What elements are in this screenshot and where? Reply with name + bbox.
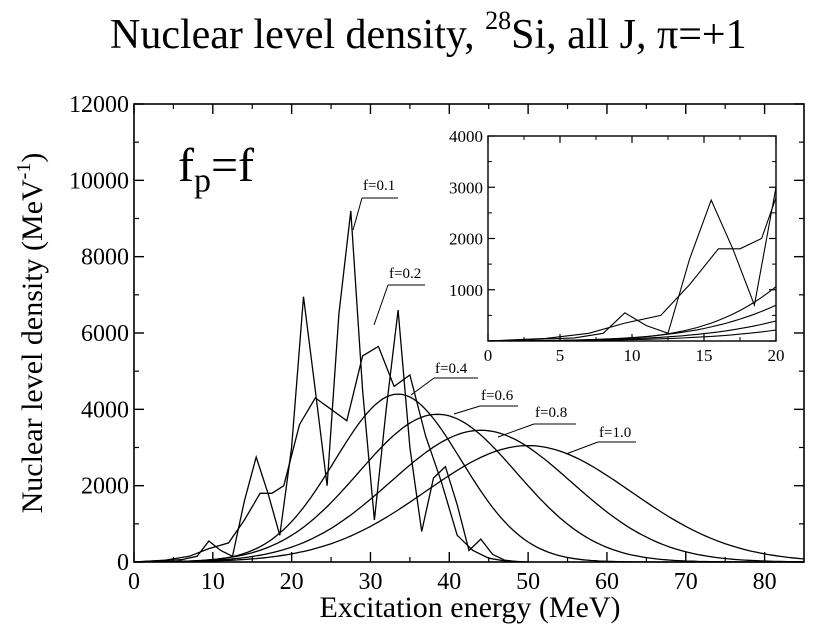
main-curve-labels: f=0.1 f=0.2 f=0.4 f=0.6 f=0.8 f=1.0 bbox=[352, 178, 636, 455]
y-tick-label: 6000 bbox=[81, 321, 129, 347]
inset-x-tick-label: 20 bbox=[768, 346, 785, 365]
inset-x-tick-label: 10 bbox=[624, 346, 641, 365]
inset-y-tick-label: 3000 bbox=[449, 178, 483, 197]
x-tick-label: 80 bbox=[753, 569, 777, 595]
inset-series-line-f=1.0 bbox=[488, 329, 777, 342]
x-tick-label: 20 bbox=[280, 569, 304, 595]
y-tick-label: 10000 bbox=[69, 168, 129, 194]
series-line-f=0.4 bbox=[134, 393, 804, 563]
curve-label: f=0.6 bbox=[481, 388, 514, 404]
y-tick-label: 12000 bbox=[69, 92, 129, 118]
x-tick-label: 50 bbox=[516, 569, 540, 595]
y-axis-label: Nuclear level density (MeV-1) bbox=[13, 153, 49, 514]
series-line-f=0.6 bbox=[134, 413, 804, 563]
inset-y-tick-label: 1000 bbox=[449, 281, 483, 300]
inset-series-group bbox=[487, 187, 777, 342]
chart-title: Nuclear level density, 28Si, all J, π=+1 bbox=[110, 6, 747, 58]
y-tick-label: 0 bbox=[117, 550, 129, 576]
series-line-f=1.0 bbox=[134, 444, 805, 563]
curve-label: f=1.0 bbox=[599, 425, 631, 441]
y-tick-label: 2000 bbox=[81, 474, 129, 500]
inset-x-tick-label: 5 bbox=[556, 346, 565, 365]
inset-plot-frame bbox=[487, 135, 777, 342]
series-line-f=0.8 bbox=[134, 429, 805, 563]
curve-label: f=0.2 bbox=[389, 266, 421, 282]
inset-x-tick-label: 15 bbox=[696, 346, 713, 365]
fp-equals-f-annotation: fp=f bbox=[178, 139, 255, 200]
y-tick-label: 8000 bbox=[81, 245, 129, 271]
x-tick-label: 60 bbox=[595, 569, 619, 595]
curve-label-leader bbox=[565, 441, 599, 455]
x-tick-label: 70 bbox=[674, 569, 698, 595]
inset-y-tick-label: 4000 bbox=[449, 127, 483, 146]
curve-label-leader bbox=[453, 405, 481, 415]
curve-label: f=0.8 bbox=[535, 405, 567, 421]
inset-axis-ticks: 0 5 10 15 20 1000 2000 3000 4000 bbox=[449, 127, 785, 365]
inset-x-tick-label: 0 bbox=[484, 346, 493, 365]
inset-y-tick-label: 2000 bbox=[449, 230, 483, 249]
curve-label-leader bbox=[352, 197, 363, 231]
main-axis-ticks: 0 10 20 30 40 50 60 70 8002000400060008000100001… bbox=[69, 92, 804, 595]
y-tick-label: 4000 bbox=[81, 397, 129, 423]
series-line-f=0.2 bbox=[133, 345, 529, 563]
main-series-group bbox=[133, 210, 805, 563]
inset-series-line-f=0.2 bbox=[487, 197, 777, 342]
curve-label-leader bbox=[373, 284, 389, 326]
x-tick-label: 40 bbox=[437, 569, 461, 595]
series-line-f=0.1 bbox=[133, 210, 521, 563]
curve-label: f=0.1 bbox=[363, 178, 395, 194]
x-axis-label: Excitation energy (MeV) bbox=[319, 591, 620, 624]
curve-label: f=0.4 bbox=[435, 361, 468, 377]
curve-label-leader bbox=[410, 377, 435, 396]
x-tick-label: 0 bbox=[128, 569, 140, 595]
x-tick-label: 10 bbox=[201, 569, 225, 595]
curve-label-leader bbox=[497, 423, 535, 438]
x-tick-label: 30 bbox=[358, 569, 382, 595]
